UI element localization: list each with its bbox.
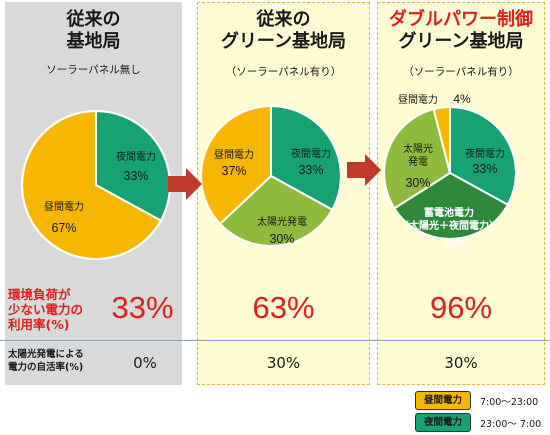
usage-rate-label-line-2: 少ない電力の bbox=[8, 302, 84, 317]
pie-3-slice-1-label: 夜間電力 bbox=[465, 147, 505, 160]
panel-3-subtitle: （ソーラーパネル有り） bbox=[403, 66, 519, 78]
self-sufficiency-value-1: 0% bbox=[133, 354, 157, 372]
pie-1-slice-1-label: 夜間電力 bbox=[116, 150, 156, 163]
pie-2-slice-1-value: 33% bbox=[298, 163, 323, 177]
panel-3-title-red: ダブルパワー制御 bbox=[389, 9, 533, 30]
pie-3-slice-3-label: 発電 bbox=[408, 155, 428, 168]
panel-3-title-line-1: グリーン基地局 bbox=[398, 31, 524, 52]
usage-rate-value-1: 33% bbox=[111, 290, 174, 325]
legend-daytime-time: 7:00〜23:00 bbox=[480, 397, 539, 408]
pie-3-slice-2-value: 33% bbox=[442, 236, 467, 250]
pie-3-outline bbox=[383, 106, 517, 240]
panel-1-title-line-2: 基地局 bbox=[66, 31, 121, 52]
pie-3-slice-2-label: 蓄電池電力 bbox=[424, 206, 474, 219]
panel-1-title: 従来の 基地局 bbox=[5, 9, 182, 53]
pie-charts: 夜間電力33%昼間電力67%夜間電力33%太陽光発電30%昼間電力37%夜間電力… bbox=[21, 92, 517, 260]
pie-3-slice-1-value: 33% bbox=[472, 162, 497, 176]
panel-1-subtitle: ソーラーパネル無し bbox=[46, 64, 141, 76]
pie-3-slice-4-value: 4% bbox=[453, 92, 471, 106]
pie-1: 夜間電力 33% 昼間電力 67% bbox=[21, 109, 171, 260]
usage-rate-label-line-3: 利用率(%) bbox=[8, 317, 70, 332]
self-sufficiency-label-line-2: 電力の自活率(%) bbox=[8, 362, 84, 373]
usage-rate-value-3: 96% bbox=[429, 290, 493, 325]
pie-1-slice-2-label: 昼間電力 bbox=[44, 200, 84, 213]
legend-daytime-swatch: 昼間電力 bbox=[415, 391, 471, 410]
panel-2-title-line-2: グリーン基地局 bbox=[220, 31, 347, 52]
pie-2: 夜間電力 33% 太陽光発電 30% 昼間電力 37% bbox=[200, 104, 342, 247]
transition-arrow-icon bbox=[168, 168, 202, 200]
pie-2-slice-3-label: 昼間電力 bbox=[214, 148, 254, 161]
pie-2-slice-1-label: 夜間電力 bbox=[291, 147, 331, 160]
pie-2-slice-2-value: 30% bbox=[269, 232, 294, 246]
panel-2-title: 従来の グリーン基地局 bbox=[197, 9, 370, 53]
pie-2-slice-3-value: 37% bbox=[221, 164, 246, 178]
pie-1-slice-1-value: 33% bbox=[123, 169, 148, 183]
pie-3-slice-2-label: （太陽光＋夜間電力） bbox=[399, 219, 499, 232]
usage-rate-value-2: 63% bbox=[252, 290, 315, 325]
row-divider bbox=[0, 340, 550, 341]
panel-1-title-line-1: 従来の bbox=[66, 9, 121, 30]
pie-3-slice-3-value: 30% bbox=[405, 176, 430, 190]
pie-3-slice-4-label: 昼間電力 bbox=[398, 93, 438, 106]
pie-2-slice-2-label: 太陽光発電 bbox=[257, 215, 307, 228]
panel-3-title: ダブルパワー制御 グリーン基地局 bbox=[377, 9, 545, 53]
self-sufficiency-label: 太陽光発電による 電力の自活率(%) bbox=[8, 348, 84, 374]
pie-1-slice-2-value: 67% bbox=[51, 221, 76, 235]
self-sufficiency-value-3: 30% bbox=[444, 354, 478, 372]
legend-nighttime-swatch: 夜間電力 bbox=[415, 413, 471, 432]
legend-nighttime-time: 23:00〜 7:00 bbox=[480, 419, 542, 430]
panel-2-title-line-1: 従来の bbox=[256, 9, 311, 30]
panel-2-subtitle: （ソーラーパネル有り） bbox=[225, 66, 342, 78]
self-sufficiency-value-2: 30% bbox=[266, 354, 301, 372]
pie-3: 夜間電力 33% 蓄電池電力（太陽光＋夜間電力） 33% 太陽光発電 30% 昼間電力 4% bbox=[383, 92, 517, 250]
self-sufficiency-label-line-1: 太陽光発電による bbox=[8, 349, 84, 360]
usage-rate-label-line-1: 環境負荷が bbox=[8, 287, 71, 302]
pie-3-slice-3-label: 太陽光 bbox=[403, 142, 433, 155]
usage-rate-label: 環境負荷が 少ない電力の 利用率(%) bbox=[8, 287, 83, 332]
transition-arrow-icon bbox=[347, 154, 381, 186]
pie-2-outline bbox=[200, 105, 342, 247]
